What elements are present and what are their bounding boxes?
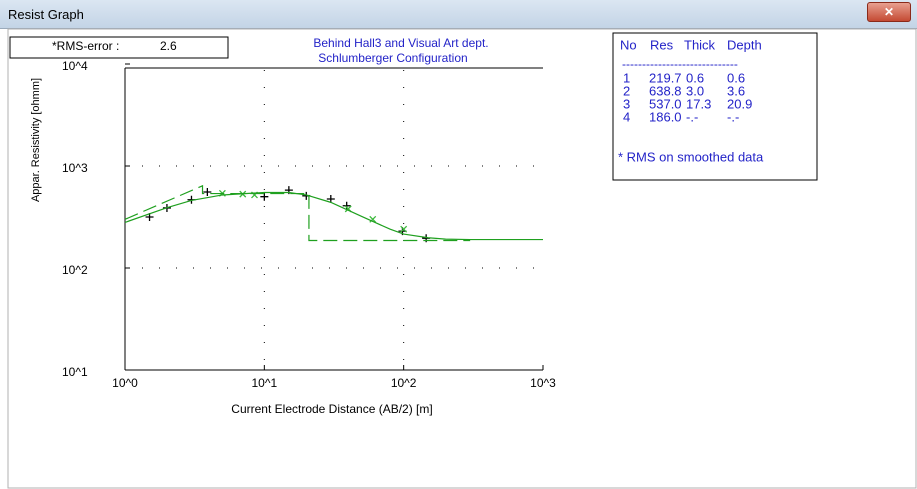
model-line: [124, 191, 543, 241]
table-cell: -.-: [686, 109, 698, 124]
table-header: Res: [650, 37, 674, 52]
rms-label: *RMS-error :: [52, 39, 119, 53]
x-axis-label: Current Electrode Distance (AB/2) [m]: [231, 402, 432, 416]
table-header: Depth: [727, 37, 762, 52]
table-cell: 2: [623, 83, 630, 98]
chart-subtitle: Schlumberger Configuration: [318, 51, 467, 65]
table-separator: -----------------------------: [622, 57, 738, 71]
data-point: [326, 194, 335, 203]
x-tick-label: 10^3: [530, 376, 556, 390]
table-cell: 3.0: [686, 83, 704, 98]
rms-box: [9, 36, 229, 59]
y-tick-label: 10^2: [62, 263, 88, 277]
data-point: [342, 201, 351, 210]
table-cell: 537.0: [649, 96, 682, 111]
close-button[interactable]: ✕: [867, 2, 911, 22]
table-cell: 1: [623, 70, 630, 85]
table-cell: 4: [623, 109, 630, 124]
table-header: Thick: [684, 37, 716, 52]
model-line: [124, 184, 471, 242]
table-cell: 3.6: [727, 83, 745, 98]
chart-title: Behind Hall3 and Visual Art dept.: [313, 36, 488, 50]
table-cell: 20.9: [727, 96, 752, 111]
y-tick-label: 10^1: [62, 365, 88, 379]
result-table-box: [612, 32, 818, 181]
data-point: [260, 192, 269, 201]
x-tick-label: 10^0: [112, 376, 138, 390]
table-cell: 186.0: [649, 109, 682, 124]
table-note: * RMS on smoothed data: [618, 149, 764, 164]
table-header: No: [620, 37, 637, 52]
table-cell: 0.6: [686, 70, 704, 85]
data-point: [400, 225, 408, 233]
x-tick-label: 10^1: [252, 376, 278, 390]
table-cell: 638.8: [649, 83, 682, 98]
y-tick-label: 10^4: [62, 59, 88, 73]
y-tick-label: 10^3: [62, 161, 88, 175]
window-title: Resist Graph: [8, 7, 84, 22]
table-cell: -.-: [727, 109, 739, 124]
data-point: [369, 215, 377, 223]
table-cell: 219.7: [649, 70, 682, 85]
table-cell: 0.6: [727, 70, 745, 85]
table-cell: 17.3: [686, 96, 711, 111]
rms-value: 2.6: [160, 39, 177, 53]
y-axis-label: Appar. Resistivity [ohmm]: [30, 78, 42, 202]
data-point: [203, 188, 212, 197]
x-tick-label: 10^2: [391, 376, 417, 390]
table-cell: 3: [623, 96, 630, 111]
client-area: [7, 28, 917, 489]
